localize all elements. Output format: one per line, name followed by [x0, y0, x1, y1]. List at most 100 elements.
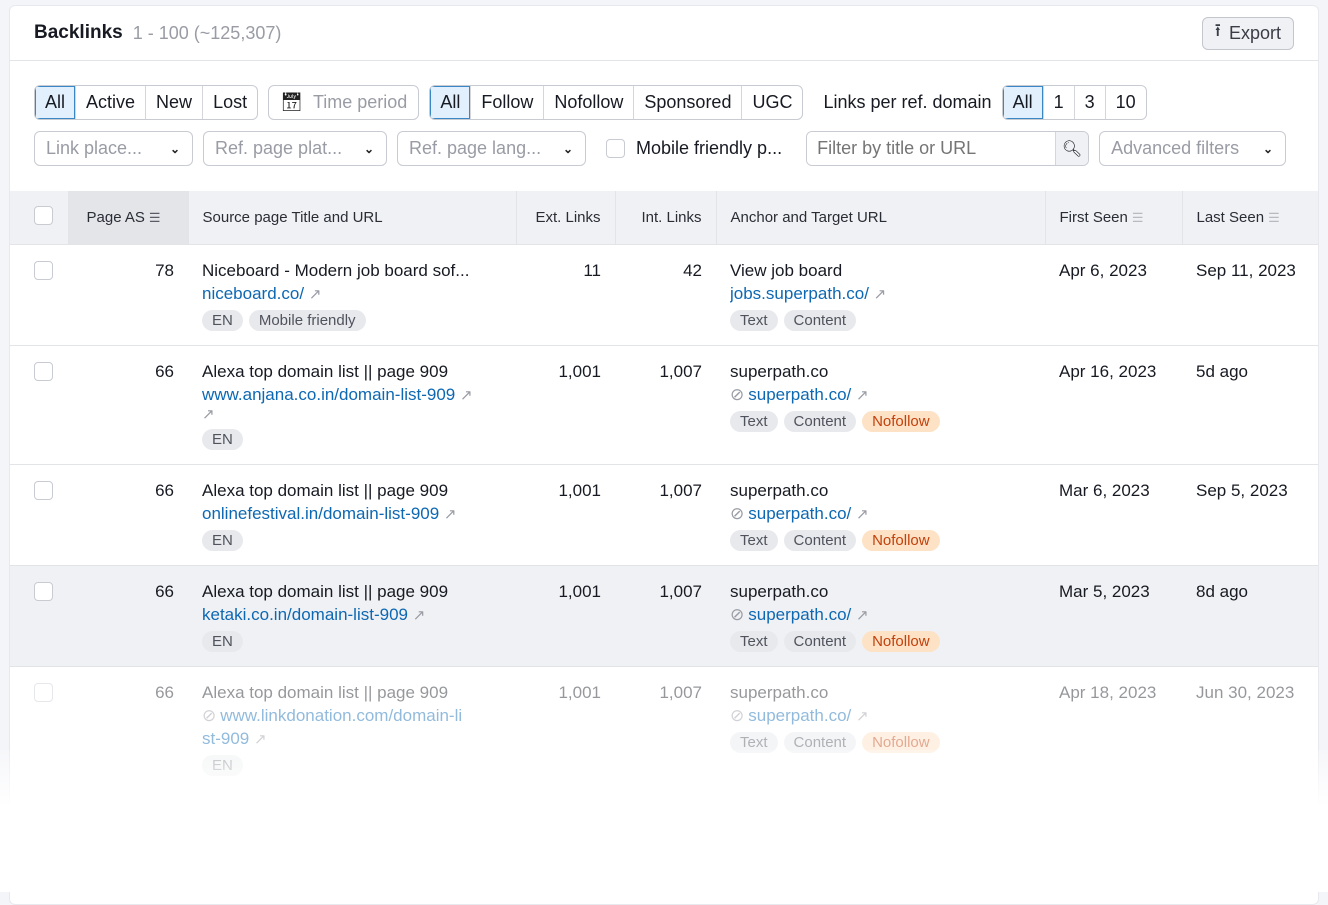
- anchor-cell: View job board jobs.superpath.co/ ↗ Text…: [716, 243, 1045, 345]
- target-url-link[interactable]: ⊘ superpath.co/ ↗: [730, 385, 1031, 405]
- int-links: 42: [615, 243, 716, 345]
- row-select-cell: [10, 564, 68, 666]
- row-checkbox[interactable]: [34, 581, 53, 601]
- filter-option-new[interactable]: New: [145, 86, 202, 119]
- last-seen: 8d ago: [1182, 564, 1318, 666]
- col-first-seen[interactable]: First Seen ☰: [1044, 191, 1182, 244]
- filter-option-active[interactable]: Active: [75, 86, 145, 119]
- source-url-link[interactable]: ⊘ www.linkdonation.com/domain-li: [202, 706, 502, 726]
- external-link-icon[interactable]: ↗: [856, 606, 869, 624]
- advanced-filters-dropdown[interactable]: Advanced filters ⌄: [1099, 131, 1287, 166]
- link-type-filter: All Follow Nofollow Sponsored UGC: [429, 85, 804, 120]
- external-link-icon[interactable]: ↗: [459, 386, 473, 404]
- filter-option-all[interactable]: All: [1002, 86, 1043, 119]
- mobile-friendly-checkbox[interactable]: [606, 139, 625, 158]
- export-button[interactable]: ⭱ Export: [1201, 16, 1294, 50]
- external-link-icon[interactable]: ↗: [202, 405, 215, 423]
- table-row[interactable]: 66 Alexa top domain list || page 909 www…: [10, 344, 1318, 464]
- search-icon: 🔍︎: [1061, 140, 1083, 158]
- col-last-seen[interactable]: Last Seen ☰: [1181, 191, 1318, 244]
- ref-page-language-dropdown[interactable]: Ref. page lang... ⌄: [397, 131, 586, 166]
- link-placement-dropdown[interactable]: Link place... ⌄: [34, 131, 193, 166]
- target-url-link[interactable]: ⊘ superpath.co/ ↗: [730, 504, 1031, 524]
- external-link-icon[interactable]: ↗: [412, 606, 426, 624]
- table-row[interactable]: 66 Alexa top domain list || page 909 ket…: [10, 564, 1318, 666]
- source-tags: EN: [202, 428, 502, 450]
- filter-option-3[interactable]: 3: [1073, 86, 1105, 119]
- target-url-link[interactable]: ⊘ superpath.co/ ↗: [730, 605, 1031, 625]
- source-url-link[interactable]: niceboard.co/ ↗: [202, 284, 502, 304]
- target-tag: Nofollow: [862, 410, 940, 432]
- filter-option-10[interactable]: 10: [1104, 86, 1146, 119]
- row-checkbox[interactable]: [34, 480, 53, 500]
- source-title: Alexa top domain list || page 909: [202, 480, 449, 500]
- filter-option-sponsored[interactable]: Sponsored: [633, 86, 741, 119]
- external-link-icon[interactable]: ↗: [856, 707, 869, 725]
- source-url-link-cont[interactable]: st-909 ↗: [202, 729, 502, 749]
- search-button[interactable]: 🔍︎: [1055, 132, 1089, 165]
- target-tags: Text Content Nofollow: [730, 410, 1031, 432]
- backlinks-table: Page AS ☰ Source page Title and URL Ext. …: [10, 191, 1318, 790]
- anchor-text: superpath.co: [730, 361, 829, 381]
- target-tags: Text Content Nofollow: [730, 630, 1031, 652]
- col-source: Source page Title and URL: [187, 191, 516, 244]
- filter-option-all[interactable]: All: [35, 86, 76, 119]
- external-link-icon[interactable]: ↗: [873, 285, 887, 303]
- filter-option-nofollow[interactable]: Nofollow: [543, 86, 633, 119]
- first-seen: Apr 16, 2023: [1045, 344, 1182, 464]
- source-url-link[interactable]: www.anjana.co.in/domain-list-909 ↗: [202, 385, 502, 405]
- page-as: 66: [68, 463, 188, 565]
- table-row[interactable]: 66 Alexa top domain list || page 909 onl…: [10, 463, 1318, 565]
- col-page-as[interactable]: Page AS ☰: [67, 191, 188, 244]
- external-link-icon[interactable]: ↗: [308, 285, 322, 303]
- anchor-text: superpath.co: [730, 581, 829, 601]
- filter-option-lost[interactable]: Lost: [202, 86, 257, 119]
- nofollow-icon: ⊘: [730, 503, 745, 523]
- source-tags: EN: [202, 630, 502, 652]
- filter-option-follow[interactable]: Follow: [470, 86, 543, 119]
- search-input[interactable]: [807, 132, 1056, 165]
- filter-option-1[interactable]: 1: [1042, 86, 1074, 119]
- source-cell: Niceboard - Modern job board sof... nice…: [188, 243, 516, 345]
- target-tag: Content: [783, 731, 857, 753]
- target-url-link[interactable]: jobs.superpath.co/ ↗: [730, 284, 1031, 304]
- target-tag: Text: [730, 410, 778, 432]
- upload-icon: ⭱: [1214, 20, 1221, 40]
- time-period-button[interactable]: 📅︎ Time period: [268, 85, 420, 120]
- anchor-cell: superpath.co ⊘ superpath.co/ ↗ Text Conten…: [716, 463, 1045, 565]
- ref-platform-label: Ref. page plat...: [215, 138, 343, 158]
- external-link-icon[interactable]: ↗: [856, 505, 869, 523]
- target-url: superpath.co/: [748, 384, 852, 404]
- target-url-link[interactable]: ⊘ superpath.co/ ↗: [730, 706, 1031, 726]
- external-link-icon[interactable]: ↗: [443, 505, 457, 523]
- int-links: 1,007: [615, 344, 716, 464]
- source-title: Niceboard - Modern job board sof...: [202, 260, 470, 280]
- external-link-icon[interactable]: ↗: [856, 386, 869, 404]
- target-tags: Text Content: [730, 309, 1031, 331]
- page-as: 78: [68, 243, 188, 345]
- col-label: Int. Links: [641, 208, 702, 226]
- external-link-icon[interactable]: ↗: [253, 730, 267, 748]
- col-ext-links[interactable]: Ext. Links: [515, 191, 615, 244]
- select-all-checkbox[interactable]: [34, 205, 53, 225]
- row-checkbox[interactable]: [34, 682, 53, 702]
- filter-option-all[interactable]: All: [430, 86, 471, 119]
- export-label: Export: [1228, 22, 1281, 43]
- col-int-links[interactable]: Int. Links: [614, 191, 716, 244]
- row-checkbox[interactable]: [34, 361, 53, 381]
- time-period-label: Time period: [312, 92, 408, 112]
- status-filter: All Active New Lost: [34, 85, 259, 120]
- row-select-cell: [10, 243, 68, 345]
- source-title: Alexa top domain list || page 909: [202, 682, 449, 702]
- ref-page-platform-dropdown[interactable]: Ref. page plat... ⌄: [203, 131, 387, 166]
- last-seen: Sep 5, 2023: [1182, 463, 1318, 565]
- anchor-text: superpath.co: [730, 682, 829, 702]
- row-checkbox[interactable]: [34, 260, 53, 280]
- source-url-link[interactable]: onlinefestival.in/domain-list-909 ↗: [202, 504, 502, 524]
- source-url-link[interactable]: ketaki.co.in/domain-list-909 ↗: [202, 605, 502, 625]
- table-row[interactable]: 78 Niceboard - Modern job board sof... n…: [10, 243, 1318, 345]
- filter-option-ugc[interactable]: UGC: [741, 86, 802, 119]
- nofollow-icon: ⊘: [730, 604, 745, 624]
- col-label: Ext. Links: [535, 208, 601, 226]
- col-label: Page AS: [86, 208, 145, 226]
